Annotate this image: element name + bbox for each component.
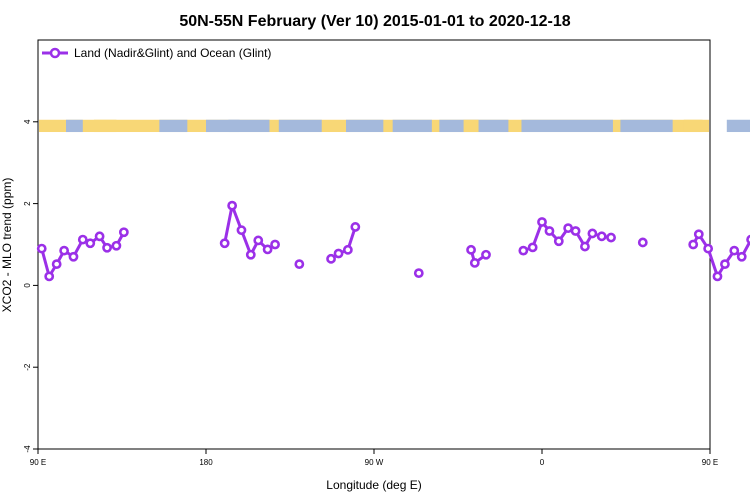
band-land-segment [463,119,479,133]
band-ocean-segment [726,119,750,133]
data-point [518,245,529,256]
band-ocean-segment [66,119,83,133]
data-point [44,271,55,282]
data-point [736,251,747,262]
data-point [333,248,344,259]
data-point [596,231,607,242]
y-tick-label: 4 [23,119,32,124]
data-point [469,258,480,268]
data-point [342,244,353,255]
x-axis-label: Longitude (deg E) [326,478,421,492]
y-tick-label: -4 [23,445,32,453]
data-point [245,249,256,260]
data-point [688,239,699,250]
data-point [703,243,714,254]
data-point [59,245,70,256]
x-tick-label: 90 W [365,458,384,467]
x-tick-label: 0 [540,458,545,467]
y-axis: -4 -2 0 2 4 [23,119,38,453]
data-point [544,226,555,236]
series-layer [36,200,750,282]
x-tick-label: 180 [199,458,213,467]
data-point [587,228,598,239]
data-point [94,231,105,242]
data-point [712,271,723,282]
data-point [85,238,96,249]
band-ocean-segment [521,119,613,133]
data-point [350,222,361,232]
legend: Land (Nadir&Glint) and Ocean (Glint) [42,46,271,60]
y-tick-label: 0 [23,283,32,288]
data-point [111,240,122,251]
data-point [227,200,238,211]
data-point [236,225,247,236]
data-point [102,242,112,253]
band-ocean-segment [278,119,322,133]
band-land-segment [683,119,703,133]
x-tick-label: 90 E [30,458,46,467]
band-ocean-segment [228,119,240,133]
data-point [720,259,730,270]
data-point [563,223,574,234]
y-tick-label: -2 [23,363,32,371]
data-point [270,239,280,250]
data-point [466,244,476,255]
data-point [77,234,88,245]
data-point [118,227,129,238]
plot-frame [37,39,711,450]
band-ocean-segment [346,119,384,133]
data-point [729,245,740,256]
data-point [326,253,336,264]
data-point [51,259,62,270]
data-point [637,237,648,248]
band-ocean-segment [620,119,673,133]
legend-marker [49,47,61,59]
data-point [746,234,750,245]
data-point [553,236,564,247]
data-point [527,242,538,253]
band-ocean-segment [159,119,188,133]
data-point [253,235,264,246]
data-point [294,259,305,270]
band-ocean-segment [392,119,432,133]
land-ocean-band [39,119,750,133]
data-point [481,249,491,260]
data-point [537,217,547,227]
y-tick-label: 2 [23,201,32,206]
x-tick-label: 90 E [702,458,718,467]
data-point [68,251,79,262]
data-point [262,244,273,255]
data-point [606,232,616,243]
legend-label: Land (Nadir&Glint) and Ocean (Glint) [74,46,271,60]
data-point [413,268,424,279]
chart-title: 50N-55N February (Ver 10) 2015-01-01 to … [179,13,570,30]
data-point [570,226,581,236]
data-point [580,241,590,252]
y-axis-label: XCO2 - MLO trend (ppm) [0,178,14,313]
band-land-segment [94,119,117,133]
data-point [693,229,704,240]
data-point [36,243,47,254]
data-point [219,238,230,249]
x-axis: 90 E 180 90 W 0 90 E [30,449,718,467]
